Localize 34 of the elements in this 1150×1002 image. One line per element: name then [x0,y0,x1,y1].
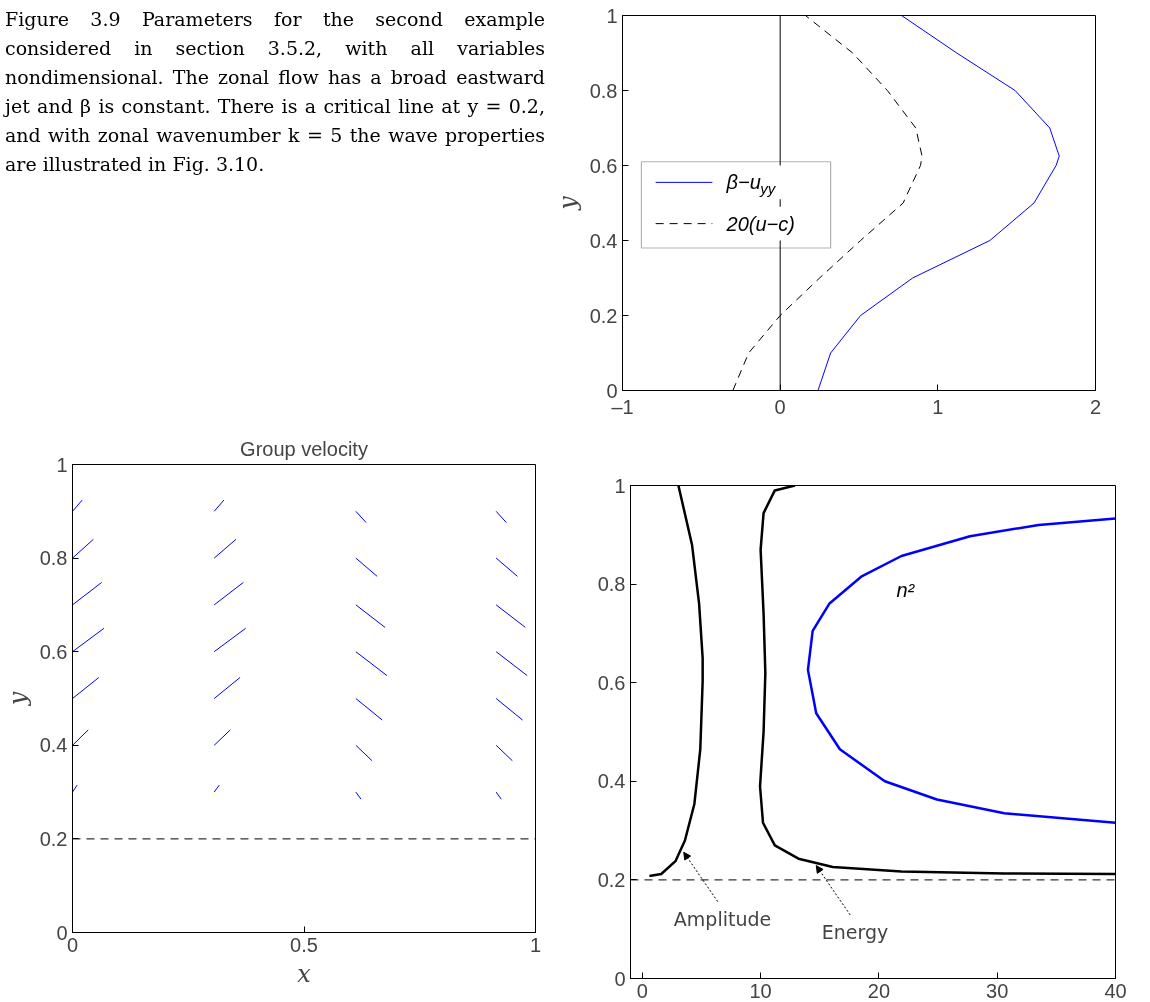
y-axis-title: y [553,195,582,211]
y-tick-label: 0.4 [39,734,68,757]
x-tick-label: 1 [529,933,542,956]
y-tick-label: 0.2 [597,868,626,891]
x-tick-label: 30 [986,979,1009,1002]
y-tick-label: 0.8 [39,547,68,570]
y-axis-title: y [3,691,32,707]
caption: Figure 3.9 Parameters for the second example considered in section 3.5.2, with all variables nondimensional. The zonal flow has a broad eastward jet and β is constant. There is a critical line at y = 0.2, and with zonal wavenumber k = 5 the wave properties are illustrated in Fig. 3.10. [5,7,545,177]
y-tick-label: 0.8 [597,573,626,596]
y-tick-label: 0.6 [39,640,68,663]
y-tick-label: 0.6 [589,154,618,177]
annotation: Amplitude [673,907,772,930]
x-tick-label: 0 [774,395,786,418]
y-tick-label: 0.8 [589,79,618,102]
y-tick-label: 0.4 [589,229,618,252]
y-tick-label: 1 [614,474,626,497]
x-tick-label: 2 [1089,395,1102,418]
y-tick-label: 0.2 [589,304,618,327]
x-tick-label: 0.5 [290,933,318,956]
y-tick-label: 0.6 [597,671,626,694]
y-tick-label: 0.4 [597,770,626,793]
x-tick-label: 0 [636,979,648,1002]
chart-title: Group velocity [240,437,368,460]
x-axis-title: x [297,959,312,988]
x-tick-label: 1 [932,395,944,418]
legend-label: 20(u−c) [725,212,795,235]
y-tick-label: 1 [56,453,68,476]
y-tick-label: 1 [606,4,618,27]
annotation: Energy [821,921,889,944]
x-tick-label: 40 [1104,979,1127,1002]
series-label: n² [896,579,916,601]
x-tick-label: 20 [867,979,891,1002]
x-tick-label: 10 [749,979,772,1002]
y-tick-label: 0.2 [39,827,68,850]
